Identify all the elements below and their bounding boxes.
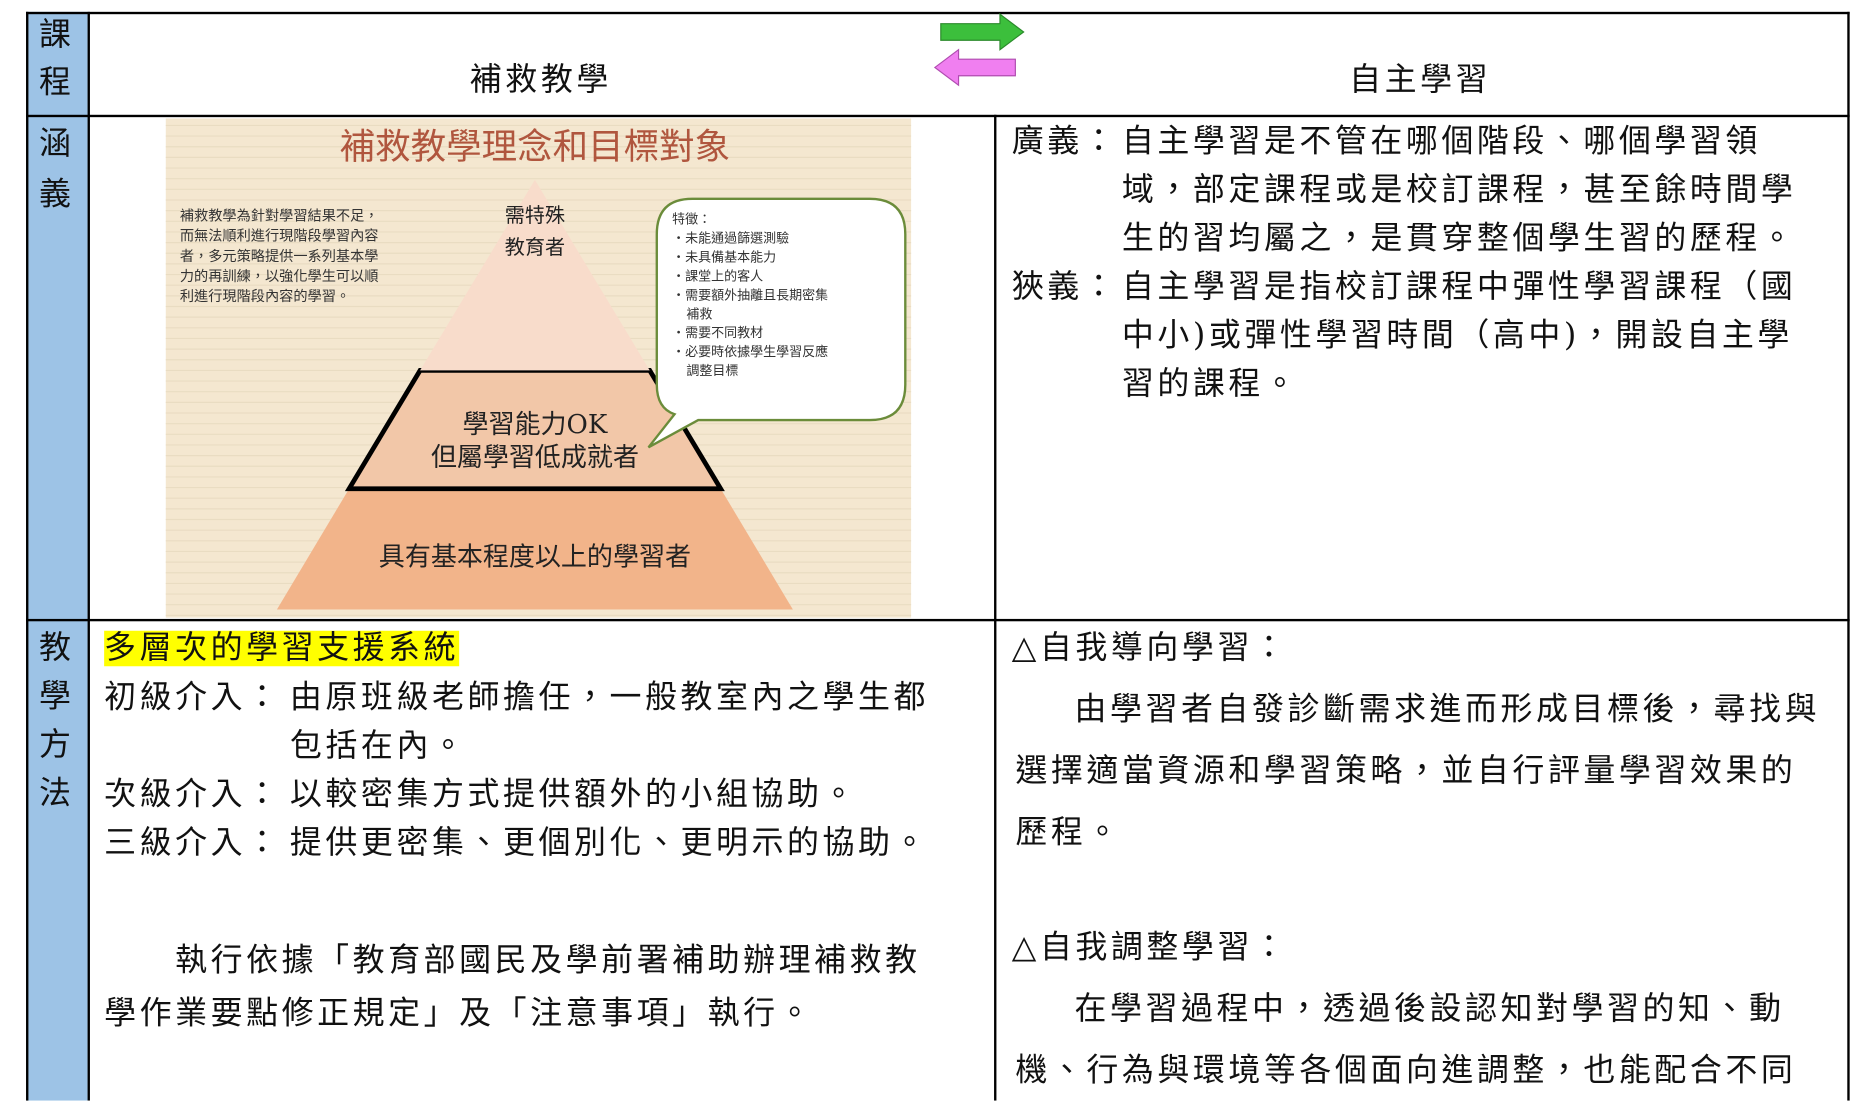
section-line: 選擇適當資源和學習策略，並自行評量學習效果的	[1015, 752, 1797, 790]
border	[26, 11, 1850, 15]
highlighted-heading: 多層次的學習支援系統	[104, 629, 460, 667]
border	[26, 114, 1850, 118]
row-label: 學	[39, 678, 75, 715]
bubble-title: 特徵：	[672, 213, 711, 228]
section-line: 機、行為與環境等各個面向進調整，也能配合不同	[1015, 1052, 1797, 1089]
row-label: 涵	[39, 125, 75, 163]
section-line: 在學習過程中，透過後設認知對學習的知、動	[1074, 990, 1785, 1028]
label-column	[26, 11, 88, 1101]
bubble-item: 調整目標	[686, 364, 738, 379]
level-line: 以較密集方式提供額外的小組協助。	[289, 776, 858, 813]
diagram-description: 者，多元策略提供一系列基本學	[180, 248, 379, 265]
speech-bubble	[647, 197, 907, 449]
bubble-item: ‧需要不同教材	[672, 325, 763, 341]
bubble-item: ‧課堂上的客人	[672, 268, 763, 284]
border	[994, 114, 997, 1101]
level-line: 提供更密集、更個別化、更明示的協助。	[289, 824, 929, 862]
bubble-item: ‧未具備基本能力	[672, 249, 776, 265]
border	[1847, 11, 1850, 1101]
row-label: 課	[39, 16, 75, 54]
diagram-description: 而無法順利進行現階段學習內容	[180, 228, 379, 245]
definition-line: 中小)或彈性學習時間（高中)，開設自主學	[1121, 317, 1793, 354]
column-title: 自主學習	[1349, 61, 1492, 99]
level-line: 由原班級老師擔任，一般教室內之學生都	[289, 679, 929, 716]
level-term: 次級介入：	[104, 776, 282, 813]
diagram-description: 補救教學為針對學習結果不足，	[180, 209, 379, 225]
pyramid-level: 學習能力OK	[462, 410, 607, 440]
border	[87, 11, 90, 1101]
section-line: 歷程。	[1015, 814, 1122, 851]
definition-term: 狹義：	[1011, 268, 1119, 306]
border	[26, 11, 29, 1101]
pyramid-level: 但屬學習低成就者	[431, 443, 639, 473]
bubble-item: ‧未能通過篩選測驗	[672, 231, 789, 247]
pyramid-level: 教育者	[505, 235, 565, 259]
pyramid-level: 需特殊	[505, 203, 565, 227]
column-title: 補救教學	[469, 61, 612, 99]
definition-line: 自主學習是指校訂課程中彈性學習課程（國	[1121, 268, 1797, 306]
pyramid-bottom	[276, 488, 793, 610]
diagram-title: 補救教學理念和目標對象	[340, 127, 731, 168]
diagram-description: 利進行現階段內容的學習。	[180, 288, 350, 305]
section-heading: △自我導向學習：	[1011, 629, 1289, 667]
section-line: 由學習者自發診斷需求進而形成目標後，尋找與	[1074, 691, 1821, 728]
row-label: 法	[39, 775, 75, 812]
definition-line: 域，部定課程或是校訂課程，甚至餘時間學	[1121, 171, 1797, 209]
definition-line: 生的習均屬之，是貫穿整個學生習的歷程。	[1121, 220, 1797, 257]
level-line: 包括在內。	[289, 727, 468, 765]
level-term: 三級介入：	[104, 824, 282, 862]
row-label: 程	[39, 63, 75, 101]
bubble-item: ‧必要時依據學生學習反應	[672, 344, 828, 360]
section-heading: △自我調整學習：	[1011, 928, 1289, 966]
bubble-item: 補救	[686, 306, 712, 322]
pyramid-top	[420, 179, 650, 371]
border	[26, 618, 1850, 622]
row-label: 義	[39, 176, 75, 214]
note-line: 學作業要點修正規定」及「注意事項」執行。	[104, 995, 815, 1032]
diagram-description: 力的再訓練，以強化學生可以順	[180, 269, 379, 285]
note-line: 執行依據「教育部國民及學前署補助辦理補救教	[175, 941, 921, 979]
definition-line: 自主學習是不管在哪個階段、哪個學習領	[1121, 123, 1761, 160]
row-label: 方	[39, 726, 75, 764]
definition-line: 習的課程。	[1121, 365, 1300, 403]
pyramid-level: 具有基本程度以上的學習者	[379, 543, 691, 573]
definition-term: 廣義：	[1011, 123, 1119, 160]
bubble-item: ‧需要額外抽離且長期密集	[672, 287, 828, 303]
arrows	[933, 13, 1025, 87]
row-label: 教	[39, 629, 75, 667]
level-term: 初級介入：	[104, 679, 282, 716]
left-arrow	[933, 48, 1016, 87]
right-arrow	[940, 13, 1025, 51]
